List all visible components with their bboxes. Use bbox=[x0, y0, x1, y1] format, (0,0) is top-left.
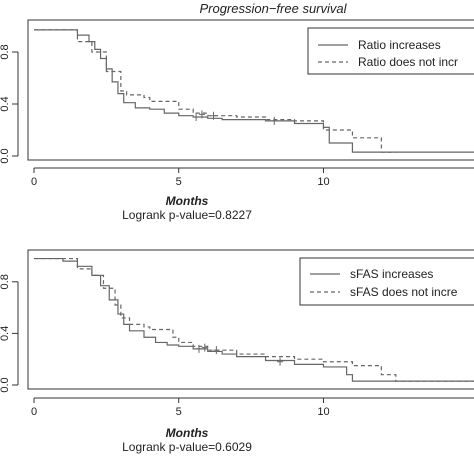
censor-mark bbox=[277, 357, 284, 366]
legend-box bbox=[307, 27, 474, 75]
censor-mark bbox=[210, 111, 217, 120]
x-tick-label: 0 bbox=[31, 176, 37, 188]
chart-panel-sfas: 0.0 0.4 0.8 0 5 10 Months Logrank p-value=0.6… bbox=[0, 249, 474, 454]
censor-mark bbox=[201, 343, 208, 352]
y-tick-label: 0.0 bbox=[0, 377, 11, 392]
legend-label: sFAS increases bbox=[350, 267, 433, 281]
y-tick-label: 0.4 bbox=[0, 96, 11, 111]
logrank-caption: Logrank p-value=0.8227 bbox=[122, 208, 252, 222]
y-tick-label: 0.8 bbox=[0, 44, 11, 59]
legend: Ratio increases Ratio does not incr bbox=[307, 27, 474, 75]
legend-label: sFAS does not incre bbox=[350, 285, 458, 299]
chart-panel-progression-free: Progression−free survival 0.00.40.80 5 10 … bbox=[0, 1, 474, 222]
chart-title: Progression−free survival bbox=[199, 1, 347, 16]
censor-mark bbox=[193, 113, 200, 121]
x-tick-label: 10 bbox=[317, 176, 329, 188]
y-tick-label: 0.4 bbox=[0, 326, 11, 341]
legend: sFAS increases sFAS does not incre bbox=[299, 257, 474, 306]
x-axis-label: Months bbox=[166, 426, 209, 440]
x-tick-label: 5 bbox=[176, 176, 182, 188]
x-axis-label: Months bbox=[166, 194, 209, 208]
survival-curve-dashed bbox=[34, 29, 396, 153]
survival-curve-solid bbox=[34, 257, 474, 382]
y-tick-label: 0.8 bbox=[0, 274, 11, 289]
legend-box bbox=[299, 257, 474, 306]
x-tick-label: 5 bbox=[176, 406, 182, 418]
y-tick-label: 0.0 bbox=[0, 148, 11, 163]
logrank-caption: Logrank p-value=0.6029 bbox=[122, 440, 252, 454]
x-tick-label: 0 bbox=[31, 406, 37, 418]
legend-label: Ratio does not incr bbox=[358, 55, 458, 69]
censor-mark bbox=[198, 110, 205, 119]
survival-curve-solid bbox=[34, 29, 474, 153]
plot-frame bbox=[27, 249, 474, 390]
censor-mark bbox=[271, 116, 278, 125]
survival-curve-dashed bbox=[34, 257, 474, 382]
legend-label: Ratio increases bbox=[358, 38, 441, 52]
censor-mark bbox=[213, 346, 220, 355]
plot-area: 0.0 0.4 0.8 0 5 10 bbox=[0, 19, 474, 188]
x-tick-label: 10 bbox=[317, 406, 329, 418]
plot-frame bbox=[27, 19, 474, 161]
plot-area: 0.0 0.4 0.8 0 5 10 bbox=[0, 249, 474, 418]
